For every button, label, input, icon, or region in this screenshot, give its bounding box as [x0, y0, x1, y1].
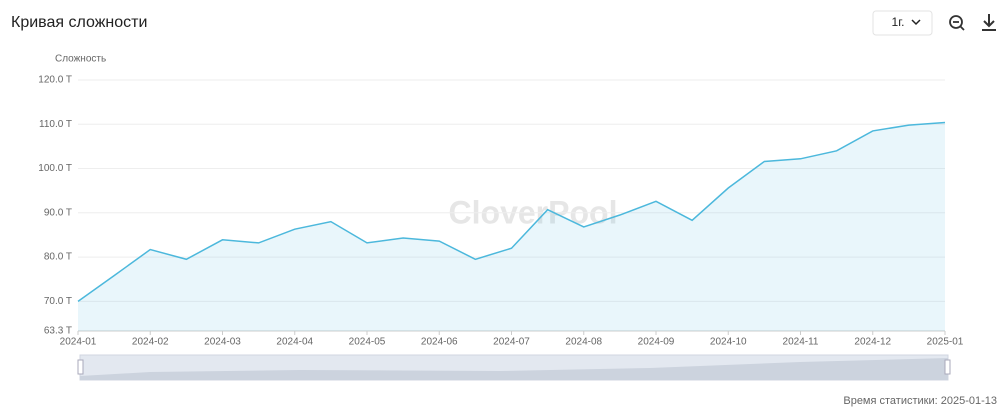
x-tick-label: 2024-05 [349, 337, 386, 348]
x-tick-label: 2024-02 [132, 337, 169, 348]
line [77, 121, 946, 302]
y-tick-label: 120.0 T [38, 75, 72, 86]
plot: 63.3 T 70.0 T 80.0 T 90.0 T 100.0 T 110.0 T 12… [38, 75, 964, 348]
zoom-handle[interactable] [77, 359, 84, 375]
range-select[interactable]: 1г. [872, 10, 933, 36]
y-tick-label: 110.0 T [39, 119, 72, 130]
area [78, 122, 945, 332]
y-tick-label: 100.0 T [38, 163, 72, 174]
x-tick-label: 2024-04 [276, 337, 313, 348]
y-tick-label: 80.0 T [44, 252, 72, 263]
range-button[interactable] [872, 10, 933, 36]
y-tick-label: 70.0 T [44, 296, 72, 307]
x-tick-label: 2024-11 [783, 337, 819, 348]
x-tick-label: 2024-06 [421, 337, 458, 348]
x-tick-label: 2024-07 [493, 337, 530, 348]
range-label[interactable]: 1г. [892, 15, 905, 29]
chart-title: Кривая сложности [11, 14, 147, 31]
y-tick-label: 63.3 T [44, 326, 72, 337]
zoom-handle[interactable] [944, 359, 951, 375]
x-tick-label: 2024-12 [854, 337, 891, 348]
x-tick-label: 2024-10 [710, 337, 747, 348]
x-tick-label: 2024-08 [565, 337, 602, 348]
data-zoom[interactable] [77, 354, 951, 381]
x-tick-label: 2025-01 [927, 337, 964, 348]
y-tick-label: 90.0 T [44, 207, 72, 218]
zoom-shadow [80, 358, 948, 380]
zoom-out-icon[interactable] [949, 15, 965, 31]
stat-time: Время статистики: 2025-01-13 [843, 395, 997, 407]
y-axis-label: Сложность [55, 54, 106, 65]
x-tick-label: 2024-01 [60, 337, 97, 348]
x-tick-label: 2024-09 [638, 337, 675, 348]
download-icon[interactable] [982, 14, 996, 31]
chevron-icon [911, 19, 921, 26]
x-tick-label: 2024-03 [204, 337, 241, 348]
